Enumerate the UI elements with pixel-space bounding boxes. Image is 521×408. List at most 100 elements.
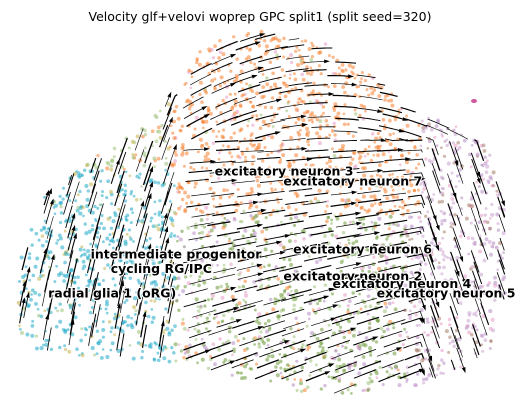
- scatter-point: [128, 174, 132, 178]
- scatter-point: [297, 218, 300, 222]
- scatter-point: [201, 126, 205, 130]
- scatter-point: [366, 381, 371, 386]
- scatter-point: [240, 376, 244, 381]
- scatter-point: [203, 154, 208, 159]
- scatter-point: [407, 151, 411, 155]
- streamline: [470, 207, 480, 231]
- scatter-point: [93, 353, 96, 357]
- scatter-point: [114, 265, 120, 270]
- scatter-point: [413, 383, 417, 388]
- scatter-point: [301, 343, 305, 347]
- scatter-point: [407, 249, 412, 254]
- scatter-point: [479, 272, 484, 277]
- scatter-point: [361, 217, 366, 221]
- scatter-point: [391, 211, 395, 215]
- streamline: [383, 338, 407, 348]
- scatter-point: [315, 131, 320, 136]
- streamline: [404, 226, 425, 232]
- streamline: [431, 316, 440, 339]
- scatter-point: [467, 152, 472, 157]
- streamline: [44, 269, 51, 293]
- scatter-point: [295, 359, 299, 363]
- scatter-point: [386, 234, 390, 238]
- scatter-point: [194, 338, 198, 341]
- scatter-point: [170, 218, 175, 223]
- scatter-point: [264, 216, 268, 220]
- scatter-point: [255, 91, 260, 96]
- scatter-point: [218, 151, 221, 155]
- scatter-point: [277, 314, 282, 319]
- scatter-point: [311, 163, 315, 167]
- scatter-point: [215, 135, 219, 138]
- scatter-point: [255, 178, 260, 183]
- streamline-arrow: [73, 232, 77, 239]
- scatter-point: [167, 332, 172, 337]
- scatter-point: [442, 218, 447, 223]
- scatter-point: [67, 253, 71, 256]
- scatter-point: [180, 229, 184, 234]
- streamline-arrow: [140, 200, 145, 207]
- scatter-point: [364, 227, 368, 232]
- scatter-point: [183, 190, 188, 195]
- scatter-point: [450, 171, 454, 175]
- scatter-point: [48, 265, 52, 269]
- scatter-point: [200, 252, 204, 256]
- scatter-point: [401, 271, 405, 274]
- scatter-point: [62, 279, 66, 283]
- scatter-point: [85, 197, 90, 202]
- streamline-arrow: [462, 278, 466, 285]
- streamline: [144, 140, 154, 164]
- scatter-point: [426, 146, 430, 150]
- scatter-point: [292, 160, 296, 164]
- streamline: [304, 241, 329, 248]
- streamline: [231, 180, 256, 184]
- scatter-point: [271, 307, 276, 312]
- streamline: [140, 213, 148, 236]
- scatter-point: [376, 277, 380, 280]
- streamline-arrow: [204, 147, 210, 151]
- streamline: [288, 38, 300, 41]
- scatter-point: [483, 338, 488, 342]
- scatter-point: [359, 103, 364, 108]
- streamline: [110, 161, 120, 184]
- streamline: [359, 95, 383, 101]
- scatter-point: [44, 230, 49, 235]
- scatter-point: [427, 372, 432, 377]
- scatter-point: [259, 330, 263, 334]
- scatter-point: [244, 300, 248, 304]
- streamline: [303, 255, 327, 262]
- streamline: [352, 244, 377, 251]
- scatter-point: [128, 259, 133, 263]
- scatter-point: [475, 314, 478, 317]
- scatter-point: [18, 324, 21, 328]
- scatter-point: [269, 105, 274, 110]
- scatter-point: [221, 128, 226, 132]
- scatter-point: [356, 344, 360, 349]
- scatter-point: [365, 209, 370, 214]
- scatter-point: [301, 77, 306, 82]
- streamline-arrow: [164, 226, 169, 233]
- scatter-point: [385, 196, 390, 201]
- scatter-point: [123, 276, 127, 280]
- streamline: [209, 170, 233, 174]
- scatter-point: [467, 330, 472, 335]
- scatter-point: [167, 359, 172, 364]
- scatter-point: [350, 392, 353, 395]
- streamline: [144, 168, 153, 192]
- scatter-point: [209, 174, 213, 178]
- streamline: [333, 383, 356, 394]
- streamline: [479, 313, 488, 336]
- scatter-point: [442, 372, 445, 375]
- scatter-point: [361, 355, 366, 359]
- scatter-point: [299, 378, 303, 382]
- scatter-point: [200, 258, 205, 263]
- scatter-point: [227, 239, 231, 243]
- scatter-point: [406, 169, 410, 174]
- scatter-point: [324, 219, 329, 224]
- scatter-point: [243, 249, 247, 253]
- scatter-point: [490, 202, 494, 207]
- scatter-point: [301, 118, 306, 123]
- scatter-point: [144, 238, 149, 243]
- scatter-point: [110, 158, 115, 163]
- scatter-point: [94, 243, 98, 247]
